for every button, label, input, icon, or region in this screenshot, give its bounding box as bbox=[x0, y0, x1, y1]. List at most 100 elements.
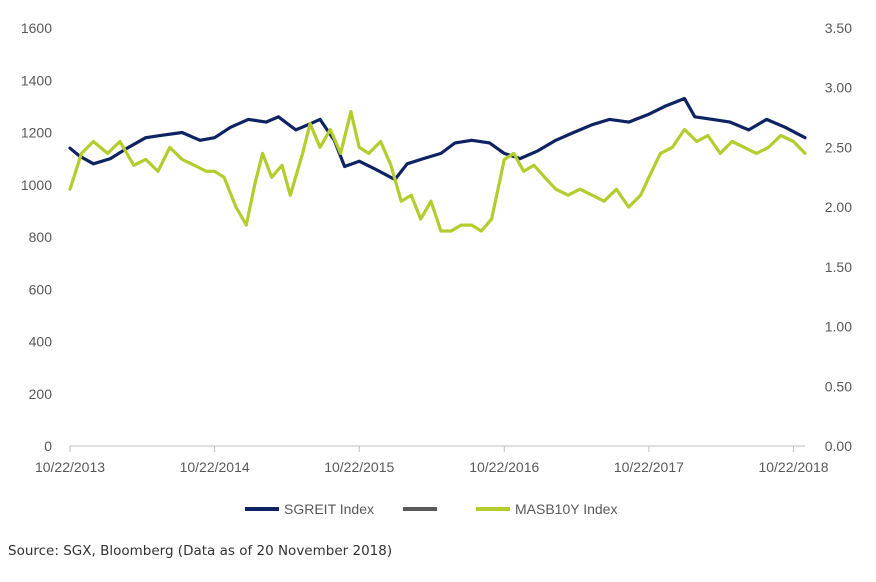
legend-label: SGREIT Index bbox=[284, 501, 374, 517]
series-layer bbox=[68, 96, 807, 233]
left-y-tick-label: 600 bbox=[29, 281, 53, 297]
left-y-tick-label: 1600 bbox=[21, 20, 52, 36]
left-y-tick-label: 400 bbox=[29, 334, 53, 350]
data-point-masb10y-index bbox=[329, 128, 332, 131]
data-point-masb10y-index bbox=[144, 158, 147, 161]
data-point-sgreit-index bbox=[663, 105, 666, 108]
data-point-masb10y-index bbox=[280, 164, 284, 167]
data-point-masb10y-index bbox=[106, 152, 109, 155]
data-point-masb10y-index bbox=[719, 152, 722, 155]
data-point-masb10y-index bbox=[706, 134, 710, 137]
data-point-sgreit-index bbox=[162, 133, 165, 137]
data-point-sgreit-index bbox=[711, 118, 714, 121]
data-point-masb10y-index bbox=[578, 188, 582, 191]
data-point-masb10y-index bbox=[318, 146, 322, 149]
data-point-masb10y-index bbox=[245, 223, 248, 227]
data-point-masb10y-index bbox=[792, 140, 795, 143]
data-point-masb10y-index bbox=[470, 223, 473, 227]
source-note: Source: SGX, Bloomberg (Data as of 20 No… bbox=[8, 543, 392, 559]
data-point-sgreit-index bbox=[68, 147, 72, 150]
data-point-masb10y-index bbox=[671, 146, 674, 149]
data-point-masb10y-index bbox=[683, 128, 686, 131]
data-point-masb10y-index bbox=[289, 194, 292, 197]
data-point-sgreit-index bbox=[247, 118, 250, 121]
left-y-tick-label: 1000 bbox=[21, 177, 52, 193]
data-point-sgreit-index bbox=[439, 152, 443, 155]
data-point-masb10y-index bbox=[205, 170, 208, 173]
data-point-sgreit-index bbox=[554, 139, 557, 142]
data-point-masb10y-index bbox=[68, 188, 72, 191]
data-point-sgreit-index bbox=[518, 157, 522, 160]
data-point-masb10y-index bbox=[156, 170, 160, 173]
data-point-sgreit-index bbox=[343, 165, 346, 168]
series-line-sgreit-index bbox=[68, 96, 807, 182]
data-point-masb10y-index bbox=[755, 152, 758, 155]
data-point-sgreit-index bbox=[92, 162, 95, 165]
data-point-masb10y-index bbox=[490, 217, 493, 221]
data-point-sgreit-index bbox=[747, 128, 750, 132]
data-point-sgreit-index bbox=[264, 120, 268, 124]
right-y-tick-label: 0.00 bbox=[825, 438, 852, 454]
data-point-sgreit-index bbox=[536, 149, 540, 152]
data-point-masb10y-index bbox=[193, 164, 196, 167]
right-y-tick-label: 1.50 bbox=[825, 259, 852, 275]
data-point-masb10y-index bbox=[253, 182, 257, 185]
data-point-sgreit-index bbox=[647, 113, 651, 116]
x-tick-label: 10/22/2017 bbox=[614, 459, 684, 475]
data-point-sgreit-index bbox=[693, 115, 696, 119]
data-point-masb10y-index bbox=[301, 152, 304, 155]
x-tick-label: 10/22/2015 bbox=[324, 459, 394, 475]
data-point-sgreit-index bbox=[470, 139, 473, 142]
left-y-axis: 0 200 400 600 800 1000 1200 1400 1600 bbox=[21, 20, 52, 454]
data-point-masb10y-index bbox=[659, 152, 662, 155]
data-point-sgreit-index bbox=[229, 126, 232, 129]
data-point-sgreit-index bbox=[125, 147, 129, 150]
data-point-sgreit-index bbox=[406, 162, 409, 165]
data-point-masb10y-index bbox=[132, 164, 135, 167]
right-y-axis: 0.00 0.50 1.00 1.50 2.00 2.50 3.00 3.50 bbox=[825, 20, 852, 454]
data-point-sgreit-index bbox=[277, 115, 280, 119]
data-point-masb10y-index bbox=[591, 194, 594, 197]
right-y-tick-label: 0.50 bbox=[825, 378, 852, 394]
right-y-tick-label: 2.50 bbox=[825, 139, 852, 155]
right-y-tick-label: 3.00 bbox=[825, 80, 852, 96]
data-point-masb10y-index bbox=[647, 176, 651, 179]
data-point-masb10y-index bbox=[410, 194, 413, 197]
x-axis: 10/22/2013 10/22/2014 10/22/2015 10/22/2016… bbox=[35, 446, 829, 475]
data-point-sgreit-index bbox=[572, 131, 575, 134]
data-point-masb10y-index bbox=[627, 205, 630, 209]
data-point-masb10y-index bbox=[615, 188, 618, 191]
data-point-masb10y-index bbox=[419, 217, 422, 221]
data-point-masb10y-index bbox=[118, 140, 122, 143]
data-point-masb10y-index bbox=[429, 200, 433, 203]
left-y-tick-label: 0 bbox=[44, 438, 52, 454]
data-point-sgreit-index bbox=[198, 139, 202, 142]
data-point-sgreit-index bbox=[728, 120, 732, 124]
data-point-masb10y-index bbox=[743, 146, 746, 149]
data-point-sgreit-index bbox=[213, 136, 216, 139]
right-y-tick-label: 1.00 bbox=[825, 319, 852, 335]
data-point-masb10y-index bbox=[602, 200, 606, 203]
left-y-tick-label: 800 bbox=[29, 229, 53, 245]
series-line-masb10y-index bbox=[68, 110, 807, 233]
data-point-masb10y-index bbox=[308, 122, 312, 125]
data-point-sgreit-index bbox=[109, 157, 112, 160]
legend-label: MASB10Y Index bbox=[515, 501, 617, 517]
data-point-masb10y-index bbox=[803, 152, 807, 155]
data-point-sgreit-index bbox=[373, 167, 377, 171]
data-point-masb10y-index bbox=[339, 152, 342, 155]
data-point-masb10y-index bbox=[480, 229, 483, 233]
data-point-masb10y-index bbox=[261, 152, 264, 155]
left-y-tick-label: 1200 bbox=[21, 125, 52, 141]
data-point-masb10y-index bbox=[512, 152, 515, 155]
data-point-masb10y-index bbox=[459, 223, 463, 227]
data-point-sgreit-index bbox=[422, 157, 425, 160]
x-tick-label: 10/22/2016 bbox=[469, 459, 539, 475]
data-point-sgreit-index bbox=[503, 152, 506, 155]
data-point-sgreit-index bbox=[627, 120, 630, 124]
data-point-sgreit-index bbox=[608, 118, 611, 121]
left-y-tick-label: 200 bbox=[29, 386, 53, 402]
data-point-masb10y-index bbox=[379, 140, 382, 143]
data-point-masb10y-index bbox=[543, 176, 546, 179]
